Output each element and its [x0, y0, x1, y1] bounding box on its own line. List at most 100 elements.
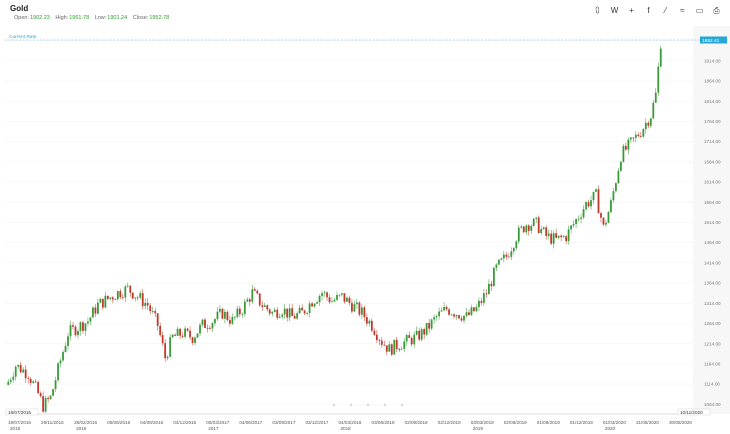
candle-body — [647, 122, 650, 126]
candle-body — [575, 219, 577, 224]
candle-body — [380, 340, 383, 345]
x-tick-label: 31/05/2020 — [636, 420, 659, 425]
candle-body — [306, 312, 309, 314]
candle-body — [338, 294, 341, 296]
candle-body — [184, 328, 186, 337]
candle-body — [94, 307, 97, 314]
candle-body — [62, 352, 64, 361]
candle-body — [59, 360, 62, 364]
compare-icon[interactable]: ≈ — [680, 5, 685, 15]
candle-body — [296, 313, 299, 319]
y-tick-label: 1314.00 — [704, 301, 721, 306]
candle-body — [224, 311, 226, 319]
candle-body — [308, 303, 311, 313]
candle-body — [151, 311, 154, 312]
candle-body — [410, 337, 413, 345]
candle-body — [577, 218, 580, 220]
candle-body — [104, 295, 107, 308]
candle-body — [214, 319, 216, 324]
candle-body — [590, 200, 592, 207]
candle-body — [607, 212, 610, 223]
x-tick-label: 01/03/2020 — [603, 420, 626, 425]
period-w-button[interactable]: W — [610, 5, 619, 15]
candle-body — [463, 315, 465, 321]
candle-body — [458, 315, 460, 319]
candle-body — [261, 305, 264, 307]
candle-body — [39, 393, 42, 397]
candle-body — [106, 295, 109, 299]
indicator-f-icon[interactable]: f — [647, 5, 650, 15]
candle-body — [505, 254, 508, 257]
low-value: 1901.24 — [107, 15, 128, 21]
candle-body — [276, 309, 279, 318]
candle-body — [428, 322, 431, 329]
scroll-dots[interactable] — [332, 403, 404, 407]
candle-body — [532, 218, 535, 227]
candle-body — [512, 248, 515, 252]
candle-body — [181, 335, 184, 337]
candle-body — [268, 309, 271, 314]
candle-body — [82, 322, 84, 331]
candle-body — [592, 191, 595, 201]
candle-type-icon[interactable]: ⩇ — [595, 5, 600, 15]
candle-body — [495, 264, 498, 268]
candle-body — [500, 258, 503, 260]
candle-body — [555, 233, 558, 238]
open-value: 1902.23 — [29, 15, 50, 21]
candle-body — [131, 292, 134, 299]
candle-body — [622, 145, 625, 162]
candle-body — [238, 308, 241, 315]
candle-body — [582, 209, 585, 218]
year-labels: 2015 2016 2017 2018 2019 2020 — [10, 426, 616, 431]
scroll-dot[interactable] — [366, 403, 370, 407]
candle-body — [460, 318, 463, 321]
candle-body — [567, 229, 570, 242]
candle-body — [318, 295, 321, 303]
screen-icon[interactable]: ▭ — [695, 5, 704, 15]
candle-body — [32, 381, 35, 383]
high-key: High: — [55, 15, 69, 21]
candle-body — [236, 308, 239, 317]
year-label: 2017 — [208, 426, 219, 431]
y-tick-label: 1114.00 — [704, 382, 720, 387]
candle-body — [468, 312, 470, 315]
candle-body — [77, 331, 79, 336]
candle-body — [52, 389, 54, 396]
candle-body — [624, 145, 627, 150]
print-icon[interactable]: ⎙ — [713, 5, 720, 15]
candle-body — [231, 317, 234, 324]
candle-body — [453, 314, 455, 317]
candle-body — [134, 297, 137, 299]
scroll-dot[interactable] — [383, 403, 387, 407]
candle-body — [114, 299, 117, 301]
candle-body — [101, 298, 104, 308]
candle-body — [485, 293, 488, 295]
candle-body — [605, 222, 607, 225]
candle-body — [241, 314, 244, 315]
candle-body — [627, 139, 630, 150]
candle-body — [316, 302, 318, 304]
year-label: 2016 — [76, 426, 87, 431]
candle-body — [209, 328, 211, 329]
candle-body — [141, 293, 144, 307]
candle-body — [497, 259, 500, 265]
candle-body — [216, 311, 219, 320]
scroll-dot[interactable] — [332, 403, 336, 407]
candle-body — [49, 395, 52, 400]
draw-tool-icon[interactable]: ⁄ — [664, 5, 667, 15]
add-indicator-icon[interactable]: + — [629, 5, 634, 15]
y-tick-label: 1264.00 — [704, 321, 721, 326]
scroll-dot[interactable] — [400, 403, 404, 407]
candle-body — [271, 312, 274, 314]
candle-body — [642, 129, 645, 137]
candle-body — [159, 325, 162, 336]
candle-body — [356, 302, 358, 305]
candle-body — [17, 364, 20, 367]
candle-body — [72, 325, 74, 327]
scroll-dot[interactable] — [349, 403, 353, 407]
candle-body — [199, 324, 201, 334]
candle-body — [654, 92, 657, 103]
chart-header: Gold Open:1902.23 High:1961.78 Low:1901.… — [0, 0, 730, 26]
candle-body — [388, 344, 391, 352]
